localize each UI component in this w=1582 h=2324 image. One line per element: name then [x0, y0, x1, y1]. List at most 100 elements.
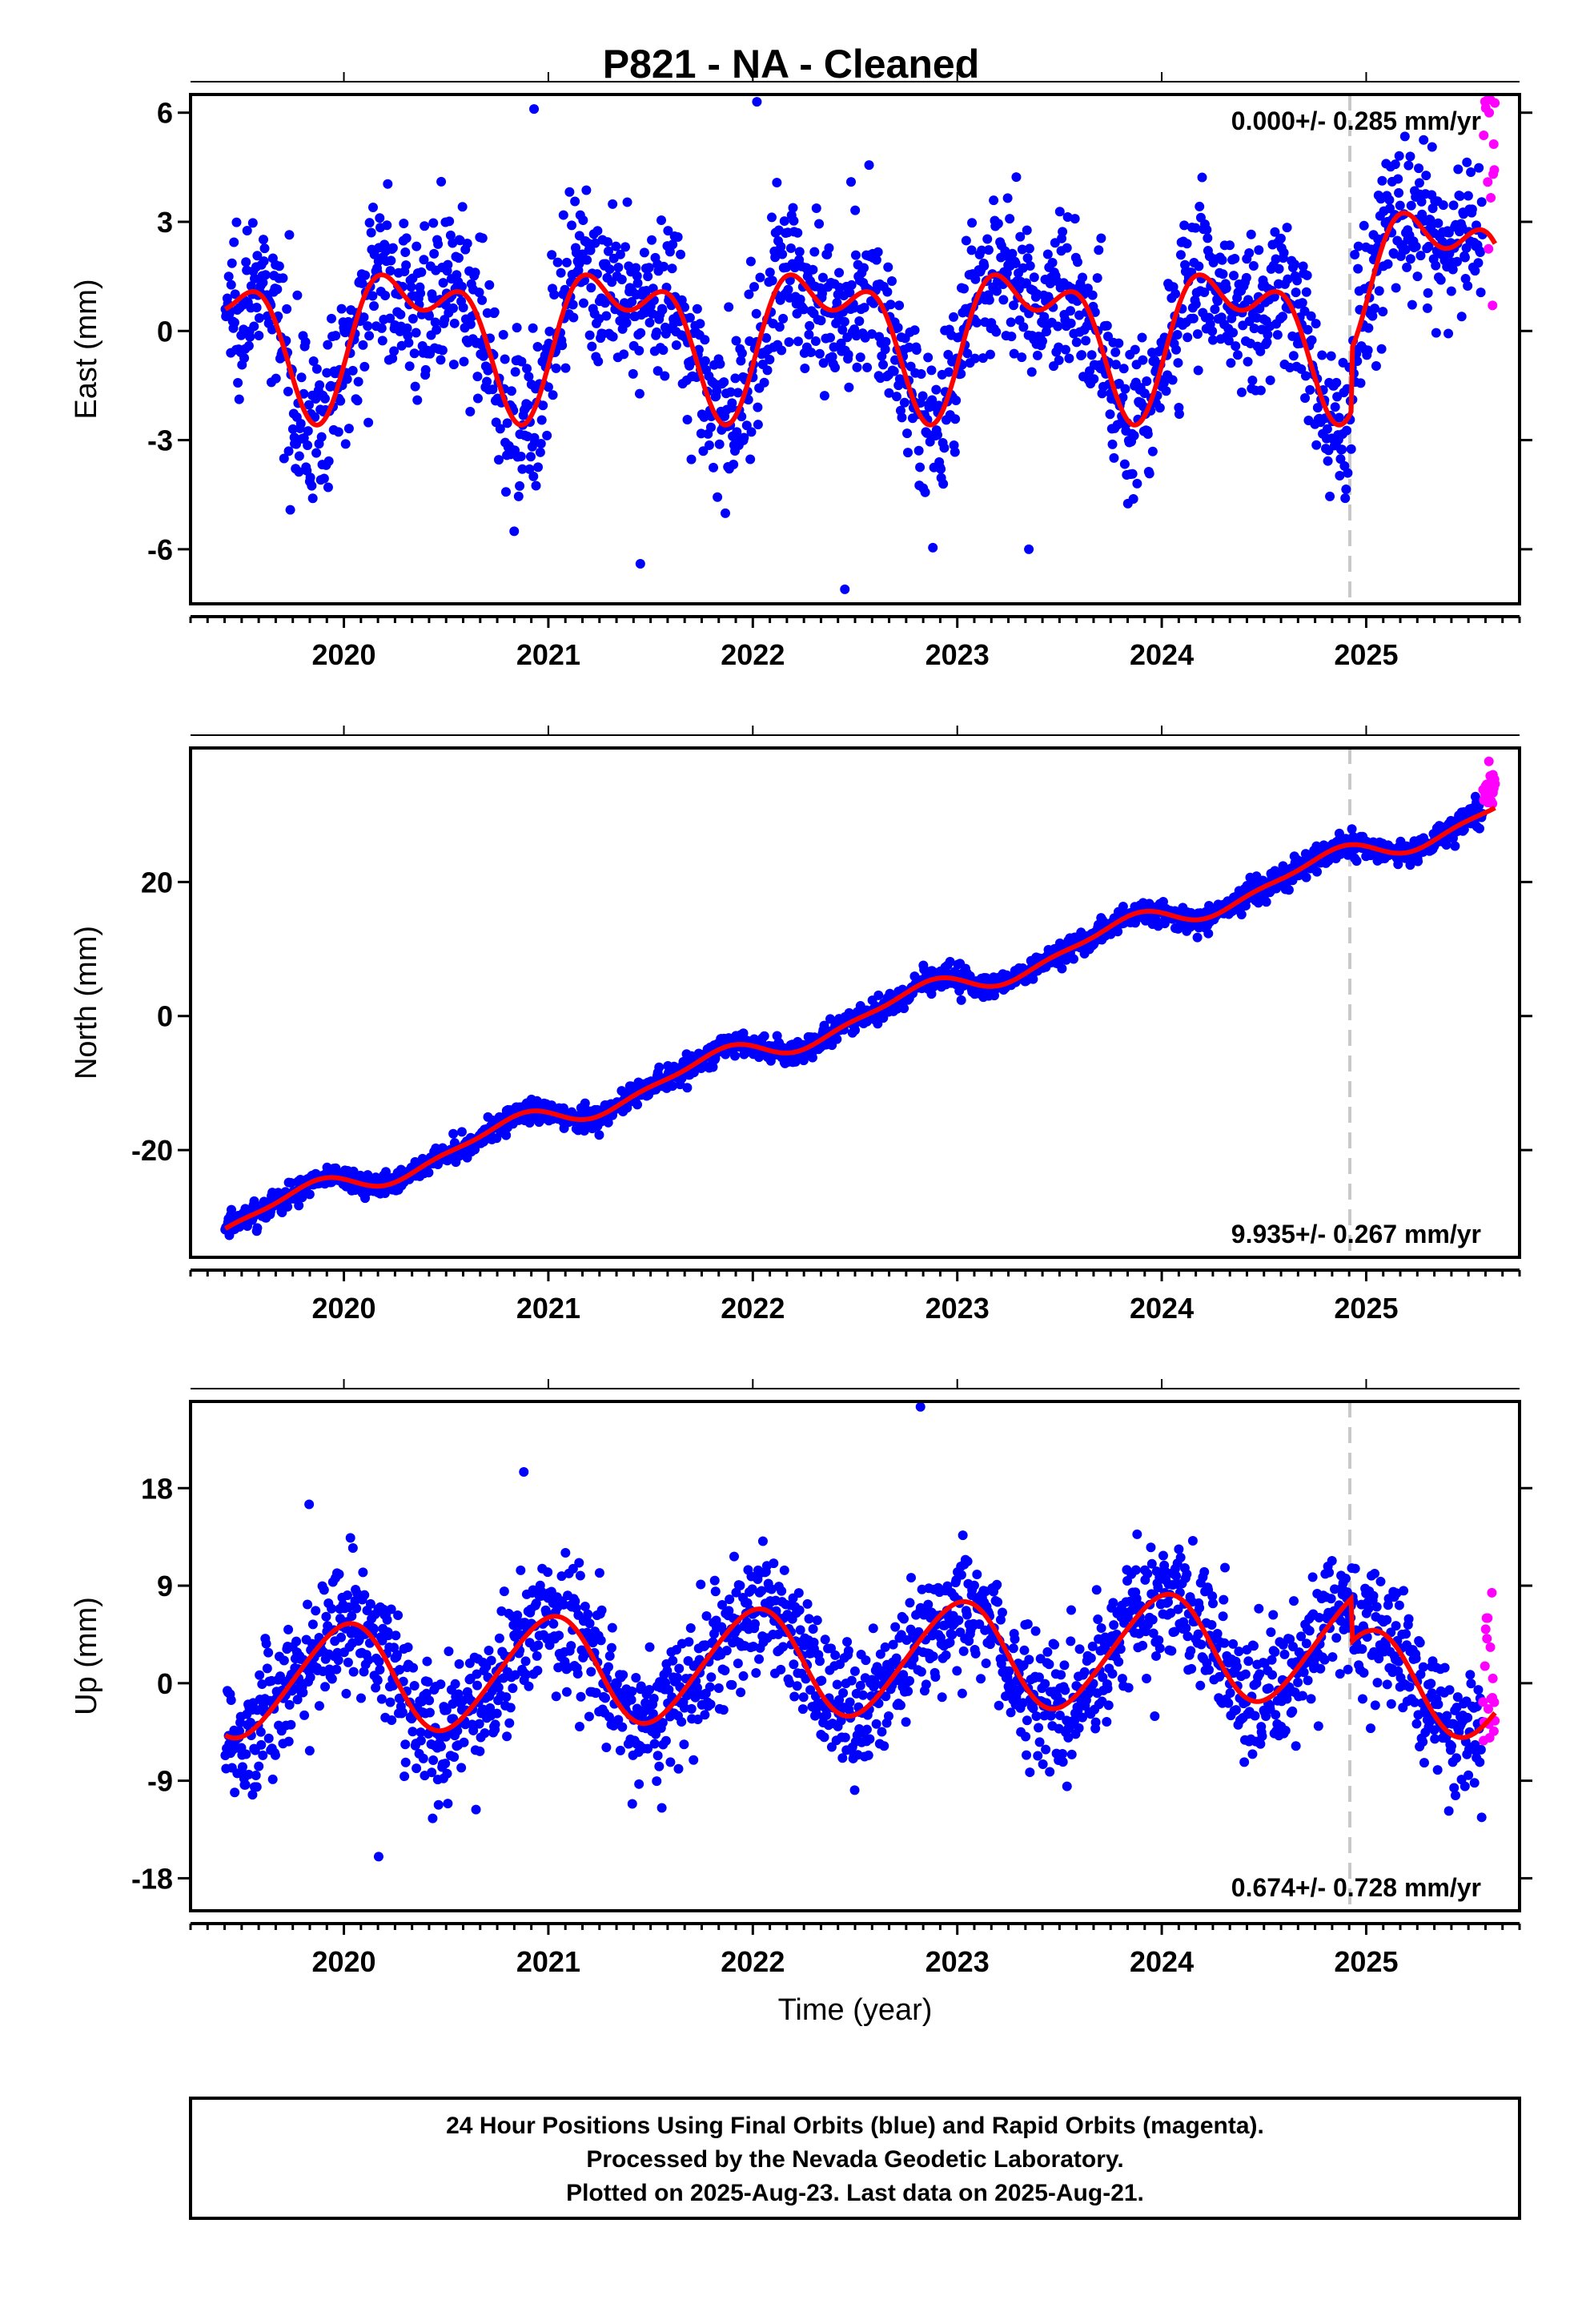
- final-orbit-point: [520, 1656, 531, 1667]
- final-orbit-point: [1262, 337, 1272, 348]
- final-orbit-point: [762, 365, 773, 376]
- final-orbit-point: [765, 355, 775, 365]
- final-orbit-point: [316, 432, 327, 442]
- final-orbit-point: [667, 263, 677, 274]
- final-orbit-point: [1323, 456, 1333, 466]
- final-orbit-point: [353, 376, 363, 387]
- final-orbit-point: [793, 336, 803, 347]
- final-orbit-point: [241, 257, 251, 267]
- final-orbit-point: [755, 272, 765, 283]
- final-orbit-point: [902, 428, 913, 439]
- final-orbit-point: [298, 1687, 308, 1698]
- final-orbit-point: [1317, 350, 1327, 360]
- final-orbit-point: [1130, 344, 1140, 355]
- final-orbit-point: [938, 479, 949, 489]
- final-orbit-point: [1118, 392, 1128, 403]
- final-orbit-point: [757, 1536, 768, 1546]
- final-orbit-point: [608, 199, 618, 209]
- final-orbit-point: [1466, 167, 1476, 177]
- final-orbit-point: [327, 1603, 337, 1614]
- final-orbit-point: [1350, 250, 1360, 260]
- final-orbit-point: [836, 338, 846, 348]
- final-orbit-point: [644, 317, 655, 328]
- final-orbit-point: [1194, 261, 1204, 271]
- final-orbit-point: [1300, 371, 1311, 381]
- final-orbit-point: [1415, 251, 1426, 261]
- final-orbit-point: [1438, 200, 1448, 211]
- final-orbit-point: [1006, 317, 1016, 328]
- final-orbit-point: [902, 448, 913, 458]
- final-orbit-point: [1197, 172, 1207, 183]
- final-orbit-point: [335, 396, 346, 406]
- final-orbit-point: [880, 344, 890, 355]
- final-orbit-point: [777, 249, 788, 259]
- final-orbit-point: [894, 300, 905, 311]
- final-orbit-point: [320, 1682, 331, 1692]
- final-orbit-point: [453, 253, 464, 263]
- final-orbit-point: [1015, 231, 1026, 242]
- final-orbit-point: [1254, 245, 1264, 255]
- final-orbit-point: [1376, 344, 1387, 354]
- final-orbit-point: [719, 377, 729, 388]
- final-orbit-point: [412, 1763, 422, 1774]
- final-orbit-point: [493, 455, 504, 465]
- final-orbit-point: [561, 1687, 572, 1697]
- final-orbit-point: [652, 1776, 662, 1787]
- final-orbit-point: [383, 179, 393, 189]
- final-orbit-point: [568, 1563, 578, 1574]
- final-orbit-point: [383, 1630, 394, 1641]
- final-orbit-point: [570, 196, 580, 207]
- final-orbit-point: [1419, 135, 1429, 145]
- final-orbit-point: [389, 1642, 400, 1653]
- final-orbit-point: [1179, 220, 1190, 231]
- final-orbit-point: [654, 1761, 665, 1771]
- final-orbit-point: [1474, 163, 1484, 173]
- final-orbit-point: [452, 1726, 463, 1736]
- final-orbit-point: [1455, 191, 1465, 201]
- final-orbit-point: [628, 368, 638, 379]
- final-orbit-point: [566, 1641, 576, 1651]
- final-orbit-point: [673, 1763, 684, 1774]
- outlier-point: [840, 584, 850, 594]
- final-orbit-point: [424, 1168, 434, 1178]
- final-orbit-point: [1414, 178, 1424, 188]
- final-orbit-point: [944, 367, 954, 377]
- final-orbit-point: [1203, 233, 1213, 243]
- final-orbit-point: [1102, 320, 1112, 331]
- final-orbit-point: [460, 1719, 471, 1730]
- final-orbit-point: [1383, 259, 1393, 269]
- final-orbit-point: [993, 219, 1003, 229]
- final-orbit-point: [665, 1757, 676, 1767]
- final-orbit-point: [1053, 321, 1063, 332]
- final-orbit-point: [1042, 249, 1053, 259]
- final-orbit-point: [825, 1014, 835, 1024]
- final-orbit-point: [1311, 440, 1322, 450]
- final-orbit-point: [1274, 263, 1284, 274]
- final-orbit-point: [751, 308, 761, 319]
- y-tick-label: 0: [157, 1000, 173, 1033]
- final-orbit-point: [665, 247, 675, 257]
- final-orbit-point: [893, 323, 903, 333]
- final-orbit-point: [499, 1586, 509, 1597]
- final-orbit-point: [231, 217, 242, 227]
- final-orbit-point: [679, 1739, 689, 1750]
- final-orbit-point: [543, 1567, 553, 1578]
- final-orbit-point: [814, 1656, 825, 1667]
- final-orbit-point: [667, 1081, 677, 1092]
- final-orbit-point: [776, 242, 786, 252]
- final-orbit-point: [532, 1665, 543, 1675]
- final-orbit-point: [913, 445, 924, 456]
- final-orbit-point: [560, 363, 571, 373]
- final-orbit-point: [660, 371, 670, 381]
- final-orbit-point: [992, 286, 1002, 296]
- final-orbit-point: [1057, 963, 1067, 974]
- final-orbit-point: [884, 388, 894, 398]
- final-orbit-point: [1191, 223, 1201, 233]
- final-orbit-point: [1232, 350, 1243, 360]
- final-orbit-point: [618, 1670, 628, 1680]
- final-orbit-point: [387, 1715, 397, 1725]
- final-orbit-point: [303, 440, 313, 451]
- final-orbit-point: [1326, 351, 1336, 361]
- final-orbit-point: [455, 235, 465, 246]
- final-orbit-point: [261, 1638, 271, 1649]
